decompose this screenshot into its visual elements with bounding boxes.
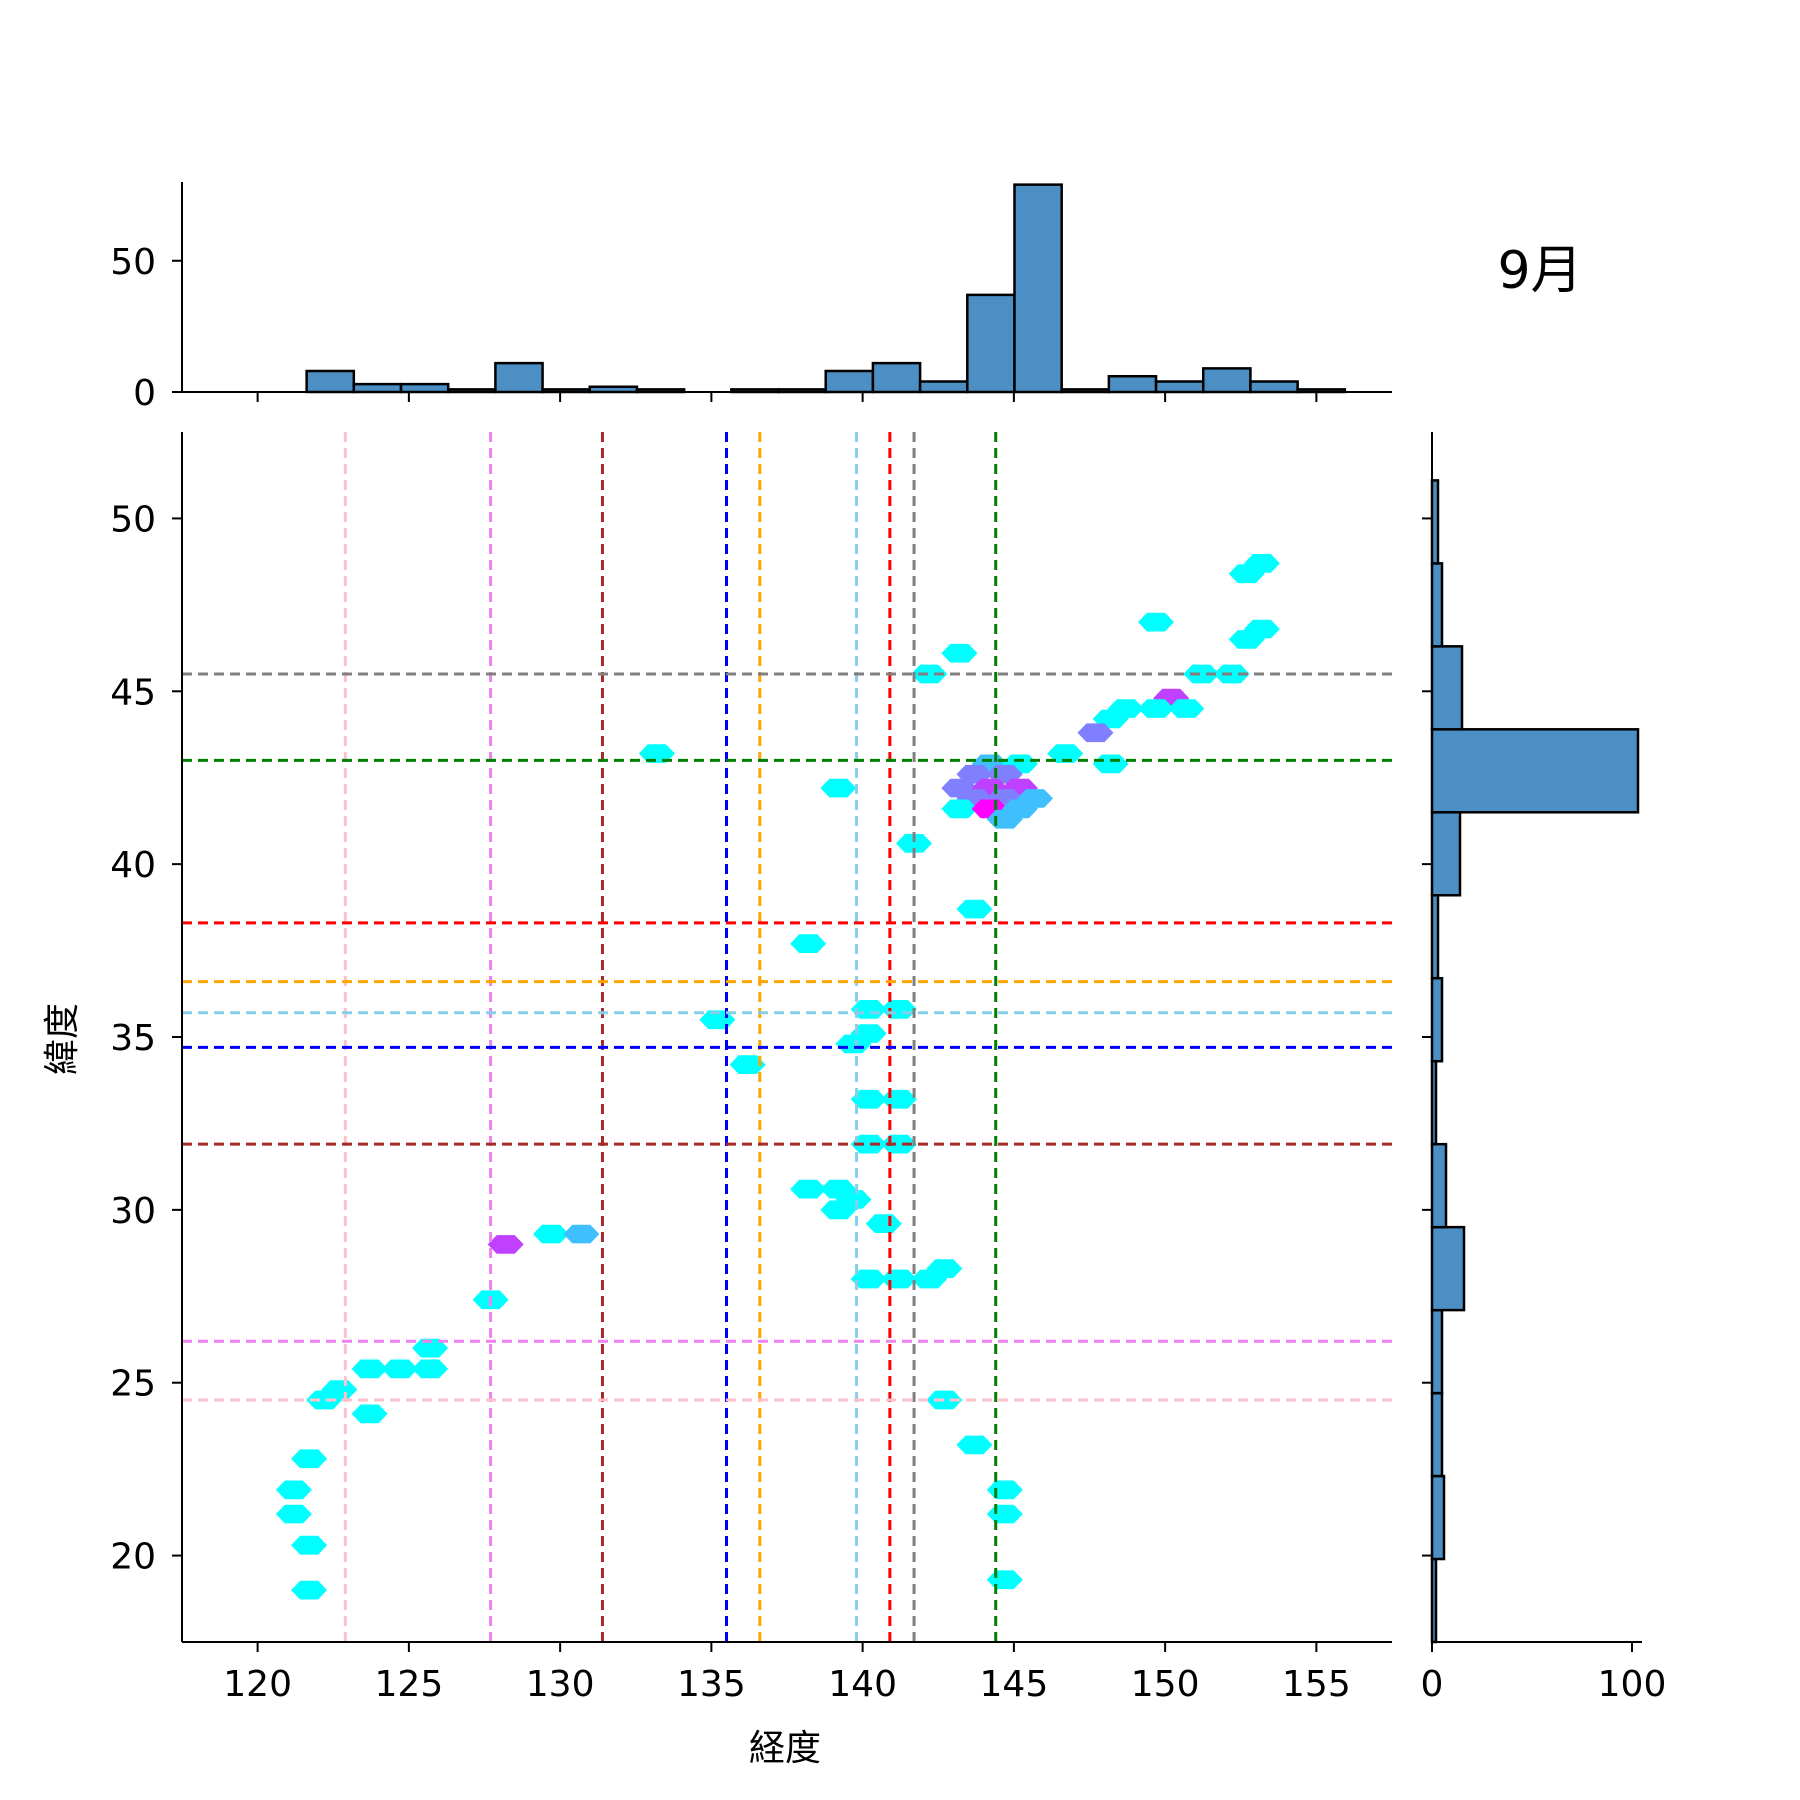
- right-hist-bar: [1430, 1142, 1448, 1229]
- right-hist-bar: [1430, 728, 1640, 814]
- x-tick-label: 140: [828, 1664, 897, 1705]
- hexbin-cell: [381, 1359, 418, 1379]
- hexbin-cell: [1077, 723, 1114, 743]
- right-hist-bar: [1430, 645, 1464, 731]
- hexbin-cell: [563, 1224, 600, 1244]
- top-hist-bar: [1107, 375, 1158, 394]
- y-tick-label: 35: [110, 1018, 156, 1059]
- right-hist-bar: [1430, 976, 1444, 1063]
- hexbin-cell: [850, 1269, 887, 1289]
- x-tick-label: 125: [375, 1664, 444, 1705]
- right-hist-bar: [1430, 1474, 1446, 1561]
- top-histogram: 0 50: [110, 182, 1392, 414]
- hexbin-cell: [351, 1359, 388, 1379]
- top-hist-bar: [966, 293, 1016, 394]
- x-tick-label: 130: [526, 1664, 595, 1705]
- top-hist-bar: [352, 382, 403, 394]
- top-hist-bar: [399, 382, 450, 394]
- y-tick-label: 25: [110, 1364, 156, 1405]
- y-tick-label: 20: [110, 1537, 156, 1578]
- right-hist-bar: [1430, 1225, 1466, 1312]
- hexbin-cell: [291, 1535, 328, 1555]
- y-tick-label: 30: [110, 1191, 156, 1232]
- y-tick-label: 40: [110, 845, 156, 886]
- hexbin-cell: [1047, 744, 1084, 763]
- top-hist-bar: [494, 361, 544, 394]
- right-hist-x-tick-label: 100: [1598, 1664, 1667, 1705]
- hexbin-cell: [790, 934, 827, 953]
- hexbin-cell: [850, 1134, 887, 1154]
- hexbin-cell: [865, 1214, 902, 1233]
- hexbin-cell: [487, 1235, 524, 1254]
- hexbin-cell: [956, 899, 993, 919]
- hexbin-cell: [850, 1089, 887, 1109]
- top-hist-y-tick-label: 0: [133, 373, 156, 414]
- top-hist-bar: [305, 369, 356, 394]
- y-tick-label: 45: [110, 672, 156, 713]
- x-tick-label: 120: [223, 1664, 292, 1705]
- hexbin-cell: [412, 1338, 449, 1358]
- hexbin-cell: [1138, 612, 1174, 632]
- hexbin-cell: [1168, 699, 1205, 718]
- x-axis-label: 経度: [749, 1728, 821, 1769]
- top-hist-bar: [918, 380, 969, 394]
- top-hist-bar: [1249, 380, 1299, 394]
- right-hist-x-tick-label: 0: [1421, 1664, 1444, 1705]
- hexbin-cell: [291, 1580, 328, 1600]
- hexbin-cell: [351, 1404, 388, 1424]
- hexbin-cell: [275, 1504, 312, 1524]
- x-tick-label: 150: [1131, 1664, 1200, 1705]
- right-hist-bar: [1430, 1391, 1444, 1478]
- right-hist-bar: [1430, 811, 1462, 897]
- hexbin-cell: [1228, 564, 1265, 584]
- y-tick-label: 50: [110, 499, 156, 540]
- right-hist-bar: [1430, 1308, 1444, 1395]
- right-histogram: 0 100: [1421, 432, 1667, 1705]
- hexbin-cell: [790, 1179, 827, 1199]
- hexbin-cell: [729, 1055, 766, 1074]
- top-hist-bar: [824, 369, 875, 394]
- y-axis-label: 緯度: [42, 1003, 83, 1075]
- chart-title: 9月: [1497, 241, 1582, 301]
- right-hist-bar: [1430, 562, 1444, 648]
- top-hist-bar: [1154, 380, 1205, 394]
- hexbin-cell: [941, 643, 978, 663]
- top-hist-bar: [871, 361, 922, 394]
- hexbin-cell: [275, 1480, 312, 1500]
- hexbin-cell: [533, 1224, 569, 1244]
- x-tick-label: 145: [980, 1664, 1049, 1705]
- hexbin-cell: [820, 1200, 857, 1220]
- top-hist-bar: [1013, 183, 1063, 394]
- main-hexbin-plot: 120 125 130 135 140 145 150 155 20 25 30 35 40 45 50: [110, 432, 1392, 1705]
- hexbin-cell: [911, 1269, 948, 1289]
- hexbin-cell: [291, 1449, 328, 1469]
- x-tick-label: 135: [677, 1664, 746, 1705]
- hexbin-cell: [956, 1435, 993, 1455]
- hexbin-cell: [412, 1359, 449, 1379]
- hexbin-cell: [926, 1390, 963, 1410]
- top-hist-y-tick-label: 50: [110, 242, 156, 283]
- hexbin-cell: [941, 799, 978, 819]
- hexbin-cell: [896, 834, 932, 853]
- hexbin-cell: [1228, 630, 1265, 649]
- x-tick-label: 155: [1282, 1664, 1351, 1705]
- hexbin-cell: [911, 664, 948, 684]
- hexbin-cell: [1138, 699, 1174, 718]
- hexbin-cell: [306, 1390, 343, 1410]
- hexbin-cell: [820, 778, 857, 798]
- hexbin-cell: [1183, 664, 1220, 684]
- hexbin-cell: [638, 744, 675, 763]
- top-hist-bar: [1201, 367, 1252, 394]
